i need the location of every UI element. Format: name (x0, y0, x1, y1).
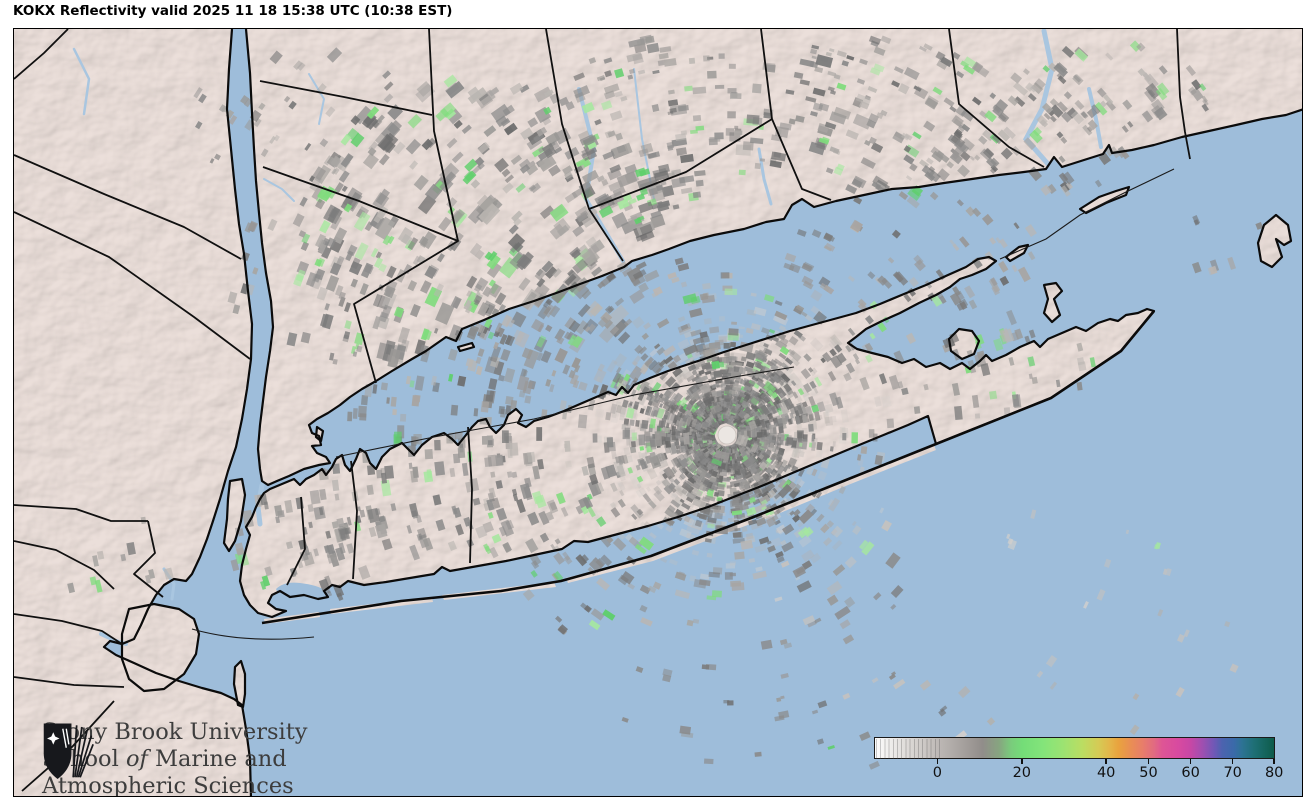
map-title: KOKX Reflectivity valid 2025 11 18 15:38… (13, 3, 453, 19)
radar-echoes (67, 34, 1264, 770)
logo-line3: Atmospheric Sciences (42, 773, 294, 797)
reflectivity-colorbar: 0 20 40 50 60 70 80 (874, 737, 1283, 789)
radar-site-marker (717, 425, 737, 445)
radar-map: Stony Brook University School of Marine … (13, 28, 1303, 797)
water-boundaries (191, 168, 1175, 640)
county-state-boundaries (14, 29, 1191, 792)
colorbar-discrete-steps (876, 739, 942, 759)
coastlines (102, 29, 1302, 796)
stony-brook-shield-icon (43, 723, 94, 779)
radar-map-canvas (14, 29, 1302, 796)
colorbar-gradient (874, 737, 1275, 759)
stony-brook-logo: Stony Brook University School of Marine … (42, 719, 307, 797)
